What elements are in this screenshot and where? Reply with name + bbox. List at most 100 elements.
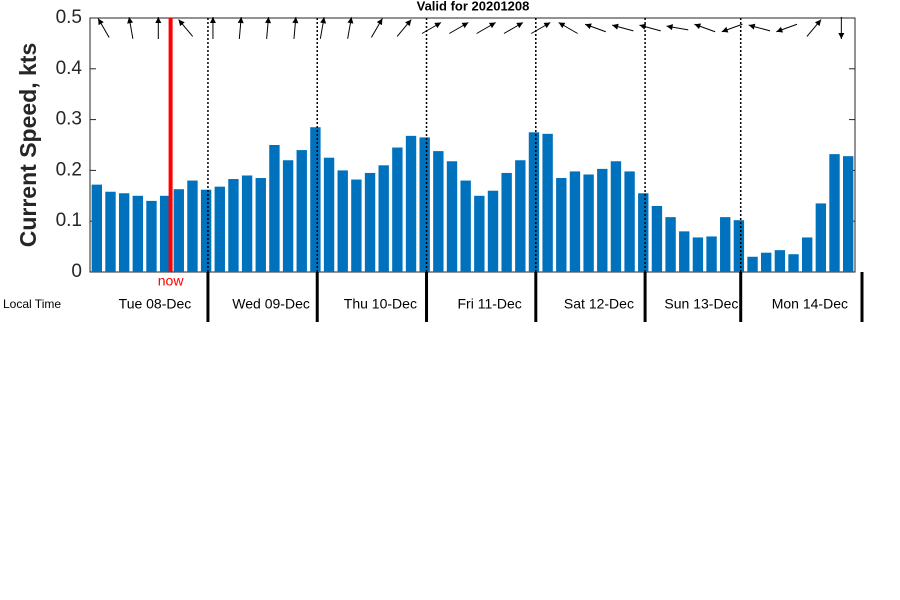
now-label: now — [158, 273, 185, 289]
bar — [296, 150, 307, 272]
bar — [187, 180, 198, 272]
bar — [583, 174, 594, 272]
bar — [720, 217, 731, 272]
bar — [173, 189, 184, 272]
direction-arrow — [806, 19, 822, 37]
direction-arrow — [370, 18, 383, 38]
direction-arrow — [612, 23, 634, 32]
bar — [310, 127, 321, 272]
day-label: Tue 08-Dec — [119, 296, 192, 312]
bar — [323, 157, 335, 272]
bar — [747, 256, 758, 272]
direction-arrow — [421, 22, 442, 34]
bar — [528, 132, 540, 272]
direction-arrow — [265, 16, 272, 40]
day-label: Sat 12-Dec — [564, 296, 634, 312]
direction-arrow — [748, 23, 771, 32]
bar — [118, 193, 130, 272]
y-tick-label: 0.2 — [56, 159, 82, 180]
bar — [419, 137, 430, 272]
bar — [487, 190, 499, 272]
bar — [241, 175, 253, 272]
bar — [842, 156, 854, 272]
bar — [651, 205, 663, 272]
bar — [761, 252, 772, 272]
bar — [624, 171, 635, 272]
bar — [269, 145, 280, 272]
bar — [282, 160, 294, 272]
day-label: Mon 14-Dec — [772, 296, 848, 312]
bar — [788, 254, 799, 272]
direction-arrow — [584, 23, 606, 33]
plot-area — [89, 17, 856, 273]
bar — [146, 200, 157, 272]
y-tick-label: 0 — [71, 261, 82, 282]
bar — [337, 170, 348, 272]
bar — [597, 168, 608, 272]
direction-arrow — [347, 17, 354, 39]
direction-arrow — [531, 22, 551, 34]
bar — [214, 186, 225, 272]
bar — [692, 237, 704, 272]
direction-arrow — [449, 22, 469, 34]
bar — [733, 220, 745, 272]
bar — [91, 184, 103, 272]
bar — [433, 151, 444, 272]
direction-arrow — [319, 17, 327, 39]
bar — [815, 203, 827, 272]
bar — [665, 217, 676, 272]
bar — [474, 195, 485, 272]
direction-arrow — [503, 22, 524, 34]
bar — [364, 172, 376, 272]
day-label: Thu 10-Dec — [344, 296, 417, 312]
y-tick-label: 0.1 — [56, 210, 82, 231]
day-label: Fri 11-Dec — [458, 296, 522, 312]
direction-arrow — [97, 18, 110, 38]
bar — [460, 180, 471, 272]
y-axis-label: Current Speed, kts — [15, 43, 41, 248]
direction-arrow — [396, 19, 412, 37]
direction-arrow — [155, 17, 162, 39]
bar — [829, 154, 840, 272]
direction-arrow — [127, 17, 134, 39]
bar — [200, 189, 212, 272]
direction-arrow — [838, 17, 845, 39]
direction-arrow — [209, 17, 216, 39]
direction-arrow — [776, 23, 798, 33]
direction-arrow — [476, 22, 496, 34]
chart-title: Valid for 20201208 — [417, 0, 530, 13]
x-axis-label: Local Time — [3, 297, 61, 311]
direction-arrow — [558, 22, 578, 34]
direction-arrow — [639, 23, 661, 32]
day-label: Sun 13-Dec — [664, 296, 738, 312]
y-tick-label: 0.4 — [56, 58, 83, 79]
bar — [405, 135, 417, 272]
bar — [706, 236, 717, 272]
bar — [679, 231, 690, 272]
bar — [105, 191, 116, 272]
bar — [378, 165, 389, 272]
bar — [515, 160, 526, 272]
direction-arrow — [721, 23, 743, 33]
y-tick-label: 0.5 — [56, 7, 82, 28]
day-label: Wed 09-Dec — [232, 296, 310, 312]
bar — [801, 237, 813, 272]
bar — [446, 161, 458, 272]
bar — [556, 178, 567, 272]
bar — [569, 171, 581, 272]
direction-arrow — [694, 23, 716, 33]
direction-arrow — [178, 19, 194, 37]
bar — [392, 147, 403, 272]
direction-arrow — [237, 16, 244, 40]
direction-arrow — [292, 16, 299, 40]
bar — [159, 195, 171, 272]
bar — [501, 172, 512, 272]
bar — [774, 250, 786, 272]
bar — [610, 161, 622, 272]
bar — [228, 179, 239, 272]
bar — [255, 178, 266, 272]
bar — [542, 133, 553, 272]
bar — [638, 193, 649, 272]
y-tick-label: 0.3 — [56, 109, 82, 130]
